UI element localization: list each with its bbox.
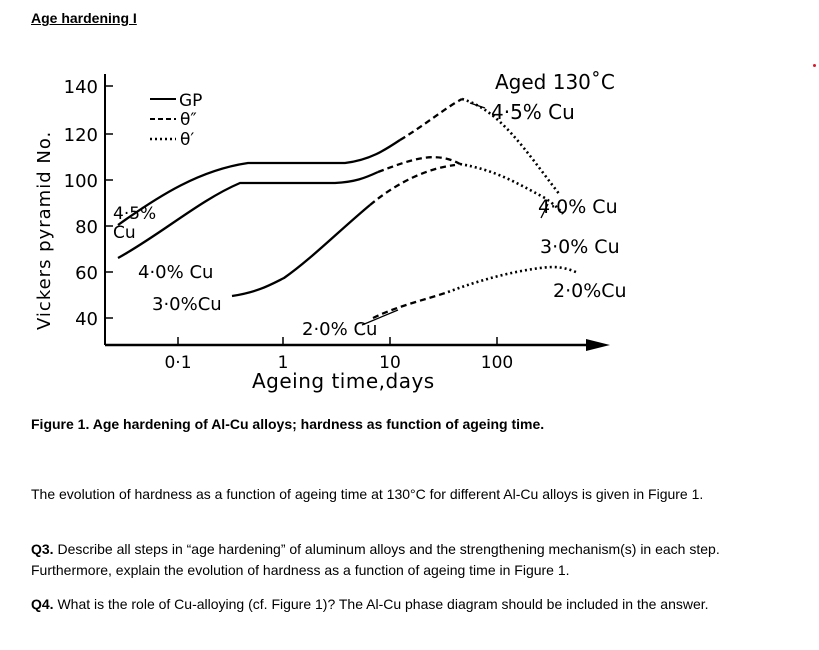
curve-label-3-0-left: 3·0%Cu <box>152 294 222 315</box>
series-4-0-cu <box>117 156 565 260</box>
y-tick-label: 40 <box>75 309 98 330</box>
figure-caption: Figure 1. Age hardening of Al-Cu alloys;… <box>31 416 545 432</box>
question-3-text: Describe all steps in “age hardening” of… <box>31 541 720 578</box>
legend-theta-double-prime: θ″ <box>180 110 197 130</box>
x-axis-arrow <box>586 339 610 351</box>
page-heading: Age hardening I <box>31 10 137 26</box>
red-dot-marker <box>813 64 816 67</box>
x-axis-label: Ageing time,days <box>252 369 435 393</box>
aged-condition-label: Aged 130˚C <box>495 70 615 94</box>
legend-gp: GP <box>179 91 202 111</box>
x-tick-marks <box>177 337 498 345</box>
y-tick-label: 60 <box>75 263 98 284</box>
question-3-label: Q3. <box>31 541 54 557</box>
curve-label-4-5-pct: 4·5% <box>113 204 156 224</box>
question-4-label: Q4. <box>31 596 54 612</box>
curve-label-4-0-left: 4·0% Cu <box>138 262 213 283</box>
series-2-0-cu <box>372 265 579 320</box>
curve-label-2-0-right: 2·0%Cu <box>553 280 627 302</box>
series-4-5-cu <box>117 97 562 226</box>
y-tick-label: 140 <box>64 77 98 98</box>
curve-label-4-0-right: 4·0% Cu <box>538 196 618 218</box>
question-3: Q3. Describe all steps in “age hardening… <box>31 539 751 581</box>
label-pointer-arrows <box>361 102 549 326</box>
y-axis-label: Vickers pyramid No. <box>34 131 55 330</box>
y-tick-marks <box>105 85 113 319</box>
x-tick-label: 10 <box>379 353 401 373</box>
y-tick-label: 120 <box>64 125 98 146</box>
question-4-text: What is the role of Cu-alloying (cf. Fig… <box>53 596 709 612</box>
y-tick-label: 80 <box>75 217 98 238</box>
x-tick-label: 0·1 <box>164 353 191 373</box>
intro-paragraph: The evolution of hardness as a function … <box>31 486 704 502</box>
x-tick-label: 100 <box>481 353 513 373</box>
x-tick-label: 1 <box>278 353 289 373</box>
aged-composition-label: 4·5% Cu <box>491 100 575 124</box>
curve-label-2-0: 2·0% Cu <box>302 319 377 340</box>
hardness-figure: 140 120 100 80 60 40 Vickers pyramid No.… <box>34 70 627 393</box>
y-tick-label: 100 <box>64 171 98 192</box>
curve-label-4-5-cu: Cu <box>113 223 136 243</box>
question-4: Q4. What is the role of Cu-alloying (cf.… <box>31 594 751 615</box>
series-3-0-cu <box>231 163 456 298</box>
legend-theta-prime: θ′ <box>180 130 194 150</box>
curve-label-3-0-right: 3·0% Cu <box>540 236 620 258</box>
